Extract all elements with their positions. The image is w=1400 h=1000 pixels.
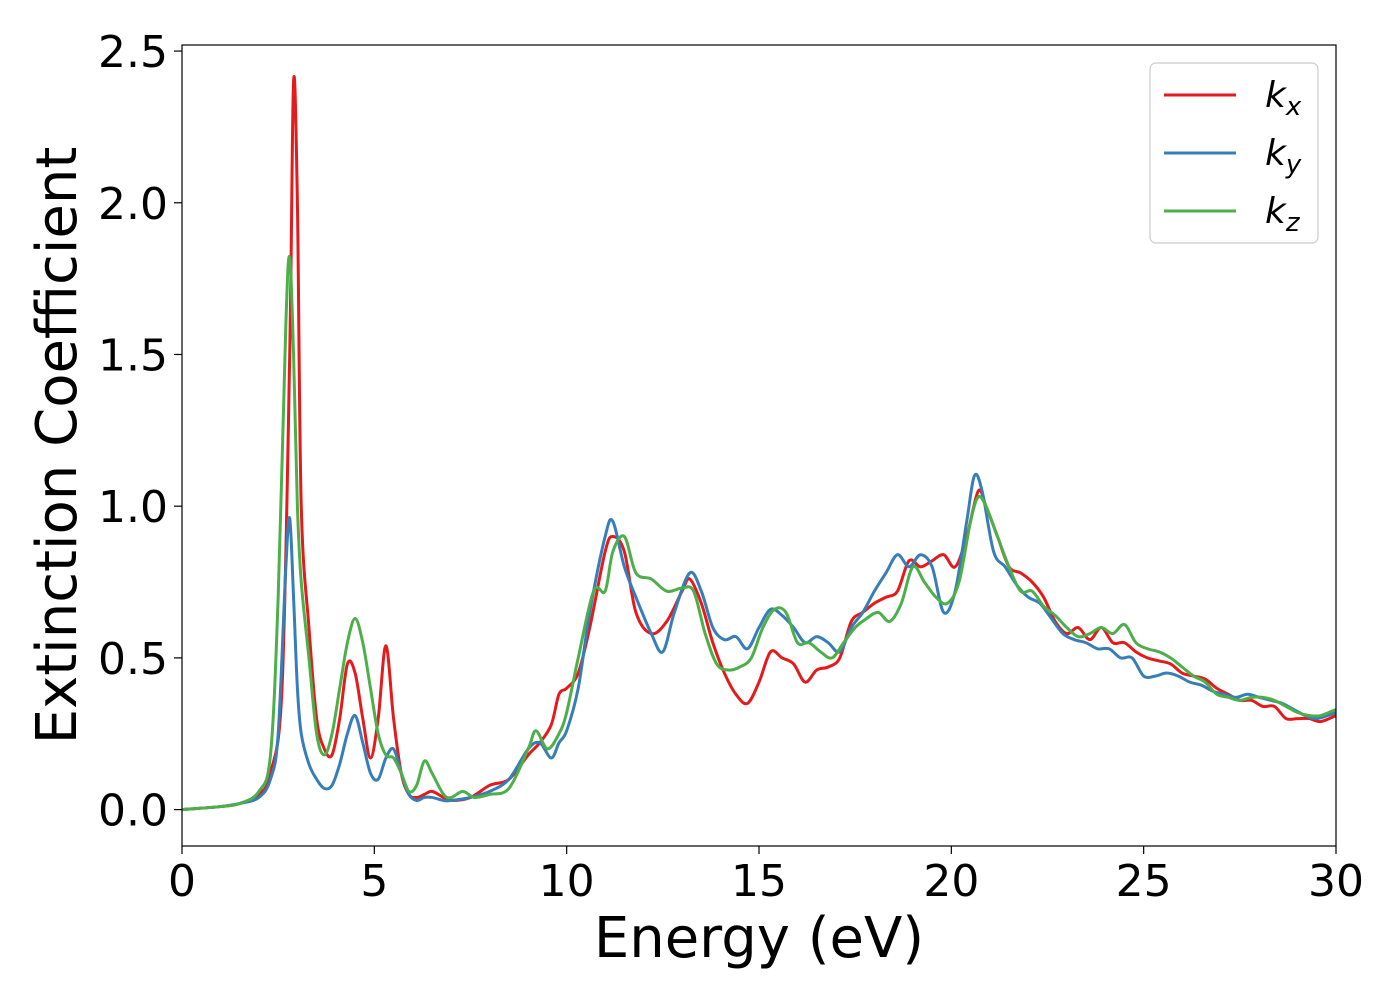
x-tick-label: 5 bbox=[360, 856, 388, 907]
x-axis-ticks: 0 5 10 15 20 25 30 bbox=[168, 846, 1364, 907]
x-tick-label: 10 bbox=[539, 856, 595, 907]
x-tick-label: 15 bbox=[731, 856, 787, 907]
y-axis-ticks: 0.0 0.5 1.0 1.5 2.0 2.5 bbox=[98, 27, 182, 837]
y-tick-label: 0.5 bbox=[98, 634, 168, 685]
legend: kx ky kz bbox=[1149, 62, 1319, 244]
series-line-kz bbox=[182, 254, 1336, 812]
y-tick-label: 2.0 bbox=[98, 179, 168, 230]
series-layer bbox=[182, 74, 1336, 812]
x-tick-label: 20 bbox=[923, 856, 979, 907]
y-tick-label: 0.0 bbox=[98, 786, 168, 837]
y-tick-label: 1.0 bbox=[98, 482, 168, 533]
series-line-kx bbox=[182, 74, 1336, 812]
y-axis-label: Extinction Coefficient bbox=[25, 147, 90, 745]
x-tick-label: 30 bbox=[1308, 856, 1364, 907]
legend-entry-kz: kz bbox=[1265, 191, 1301, 238]
x-tick-label: 0 bbox=[168, 856, 196, 907]
y-tick-label: 2.5 bbox=[98, 27, 168, 78]
legend-entry-kx: kx bbox=[1265, 75, 1302, 122]
x-tick-label: 25 bbox=[1116, 856, 1172, 907]
x-axis-label: Energy (eV) bbox=[594, 906, 924, 971]
series-line-ky bbox=[182, 472, 1336, 812]
y-tick-label: 1.5 bbox=[98, 330, 168, 381]
legend-entry-ky: ky bbox=[1265, 133, 1302, 180]
